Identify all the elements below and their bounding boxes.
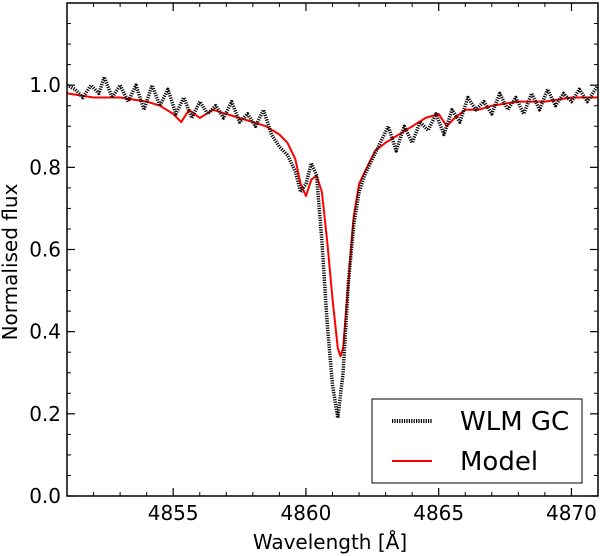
y-tick-label: 0.6: [29, 238, 61, 262]
x-tick-label: 4860: [280, 501, 331, 525]
legend-label-wlm-gc: WLM GC: [460, 407, 569, 437]
x-tick-label: 4870: [546, 501, 597, 525]
legend-label-model: Model: [460, 447, 538, 477]
y-tick-label: 1.0: [29, 73, 61, 97]
y-tick-label: 0.4: [29, 320, 61, 344]
y-axis-label: Normalised flux: [0, 183, 22, 340]
plot-area: [67, 75, 598, 420]
y-tick-label: 0.8: [29, 155, 61, 179]
y-tick-label: 0.0: [29, 484, 61, 508]
series-line-wlm-gc: [67, 75, 598, 420]
y-tick-label: 0.2: [29, 402, 61, 426]
x-tick-label: 4865: [413, 501, 464, 525]
legend-box: [371, 398, 583, 484]
x-axis-label: Wavelength [Å]: [253, 530, 407, 554]
x-tick-label: 4855: [148, 501, 199, 525]
series-line-model: [67, 92, 598, 358]
legend: WLM GC Model: [371, 398, 583, 484]
axis-ticks: 4855 4860 4865 4870 0.0 0.2 0.4 0.6 0.8 1.0: [29, 3, 599, 525]
